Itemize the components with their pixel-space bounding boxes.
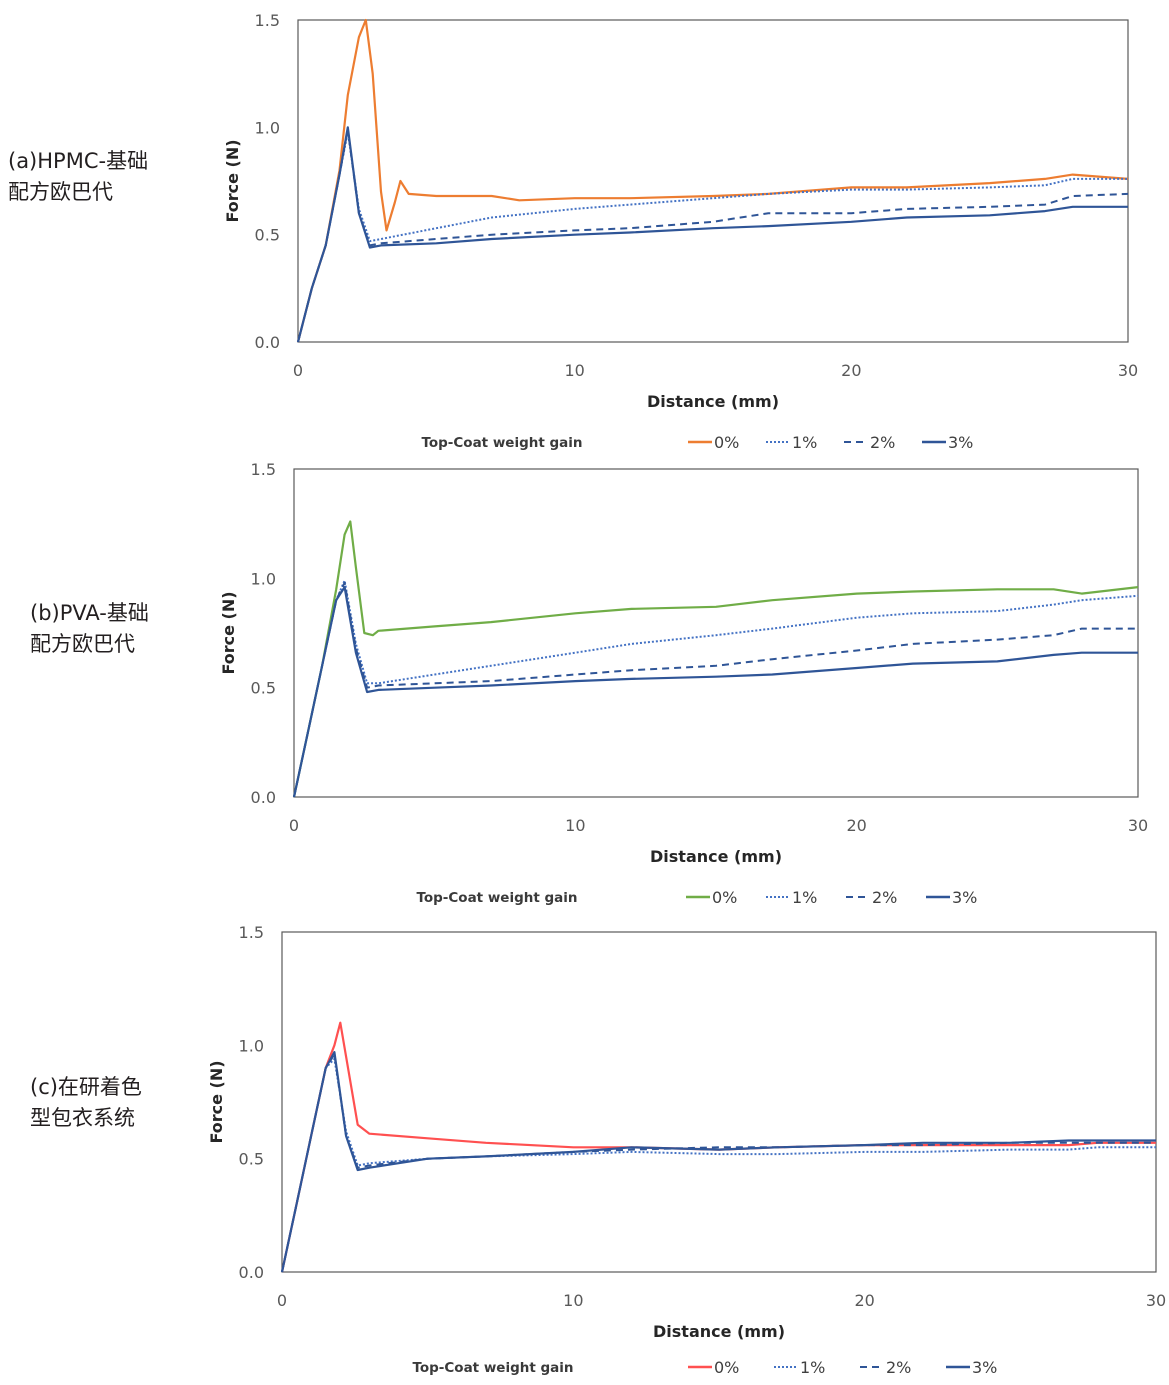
chart-2-legend-title: Top-Coat weight gain <box>416 890 577 906</box>
chart-1-series-3-line <box>297 128 1129 343</box>
chart-3-x-tick-label: 30 <box>1146 1291 1166 1310</box>
chart-3-x-axis-title: Distance (mm) <box>653 1322 785 1341</box>
chart-1-y-tick-label: 1.0 <box>255 118 280 137</box>
chart-2-y-tick-label: 1.5 <box>251 460 276 479</box>
chart-1-series-1-line <box>296 18 1129 343</box>
chart-2-legend-label: 3% <box>952 888 977 907</box>
chart-1-y-axis-title: Force (N) <box>223 139 242 222</box>
chart-3-series-2-line <box>281 1057 1156 1273</box>
chart-3-y-axis-title: Force (N) <box>207 1060 226 1143</box>
chart-2-legend-label: 0% <box>712 888 737 907</box>
panel-c-label: (c)在研着色 型包衣系统 <box>30 1075 142 1130</box>
chart-1-legend-label: 3% <box>948 433 973 452</box>
panel-a-label: (a)HPMC-基础 配方欧巴代 <box>8 149 149 204</box>
chart-1-plot-frame <box>297 19 1129 343</box>
panel-b-label: (b)PVA-基础 配方欧巴代 <box>30 601 149 656</box>
chart-2-series-3-line <box>293 581 1138 798</box>
chart-1-legend-label: 0% <box>714 433 739 452</box>
chart-3-series-3-line <box>281 1053 1156 1273</box>
chart-2-y-axis-title: Force (N) <box>219 591 238 674</box>
chart-1-y-tick-label: 0.0 <box>255 333 280 352</box>
chart-2-series-1-line <box>292 520 1139 798</box>
chart-2-legend-label: 2% <box>872 888 897 907</box>
chart-2-y-tick-label: 1.0 <box>251 569 276 588</box>
chart-1-y-tick-label: 0.5 <box>255 226 280 245</box>
chart-2-x-tick-label: 0 <box>289 816 299 835</box>
chart-1-legend-label: 2% <box>870 433 895 452</box>
chart-1-legend-label: 1% <box>792 433 817 452</box>
chart-1-x-tick-label: 30 <box>1118 361 1138 380</box>
chart-2-series-4-line <box>292 585 1138 798</box>
chart-3-y-tick-label: 0.5 <box>239 1150 264 1169</box>
chart-2-y-tick-label: 0.5 <box>251 679 276 698</box>
chart-3-legend-label: 3% <box>972 1358 997 1377</box>
chart-2-x-tick-label: 30 <box>1128 816 1148 835</box>
chart-2-x-axis-title: Distance (mm) <box>650 847 782 866</box>
chart-2-y-tick-label: 0.0 <box>251 788 276 807</box>
chart-3-legend-label: 2% <box>886 1358 911 1377</box>
chart-1-y-tick-label: 1.5 <box>255 11 280 30</box>
chart-3-legend-title: Top-Coat weight gain <box>412 1360 573 1376</box>
chart-3-y-tick-label: 1.0 <box>239 1036 264 1055</box>
chart-3-legend-label: 0% <box>714 1358 739 1377</box>
chart-2-legend-label: 1% <box>792 888 817 907</box>
chart-2-x-tick-label: 20 <box>846 816 866 835</box>
chart-1-x-tick-label: 20 <box>841 361 861 380</box>
chart-3-series-1-line <box>280 1021 1156 1273</box>
chart-1-legend-title: Top-Coat weight gain <box>421 435 582 451</box>
chart-1-x-tick-label: 10 <box>564 361 584 380</box>
chart-1-x-tick-label: 0 <box>293 361 303 380</box>
chart-3-x-tick-label: 20 <box>854 1291 874 1310</box>
chart-1-x-axis-title: Distance (mm) <box>647 392 779 411</box>
chart-3-y-tick-label: 0.0 <box>239 1263 264 1282</box>
chart-3-y-tick-label: 1.5 <box>239 923 264 942</box>
chart-2-x-tick-label: 10 <box>565 816 585 835</box>
chart-3-x-tick-label: 0 <box>277 1291 287 1310</box>
chart-1-series-2-line <box>297 130 1128 343</box>
chart-3-legend-label: 1% <box>800 1358 825 1377</box>
chart-3-x-tick-label: 10 <box>563 1291 583 1310</box>
chart-3-plot-frame <box>281 931 1157 1273</box>
chart-2-plot-frame <box>293 468 1139 798</box>
chart-3-series-4-line <box>280 1050 1156 1273</box>
chart-1-series-4-line <box>296 126 1128 343</box>
